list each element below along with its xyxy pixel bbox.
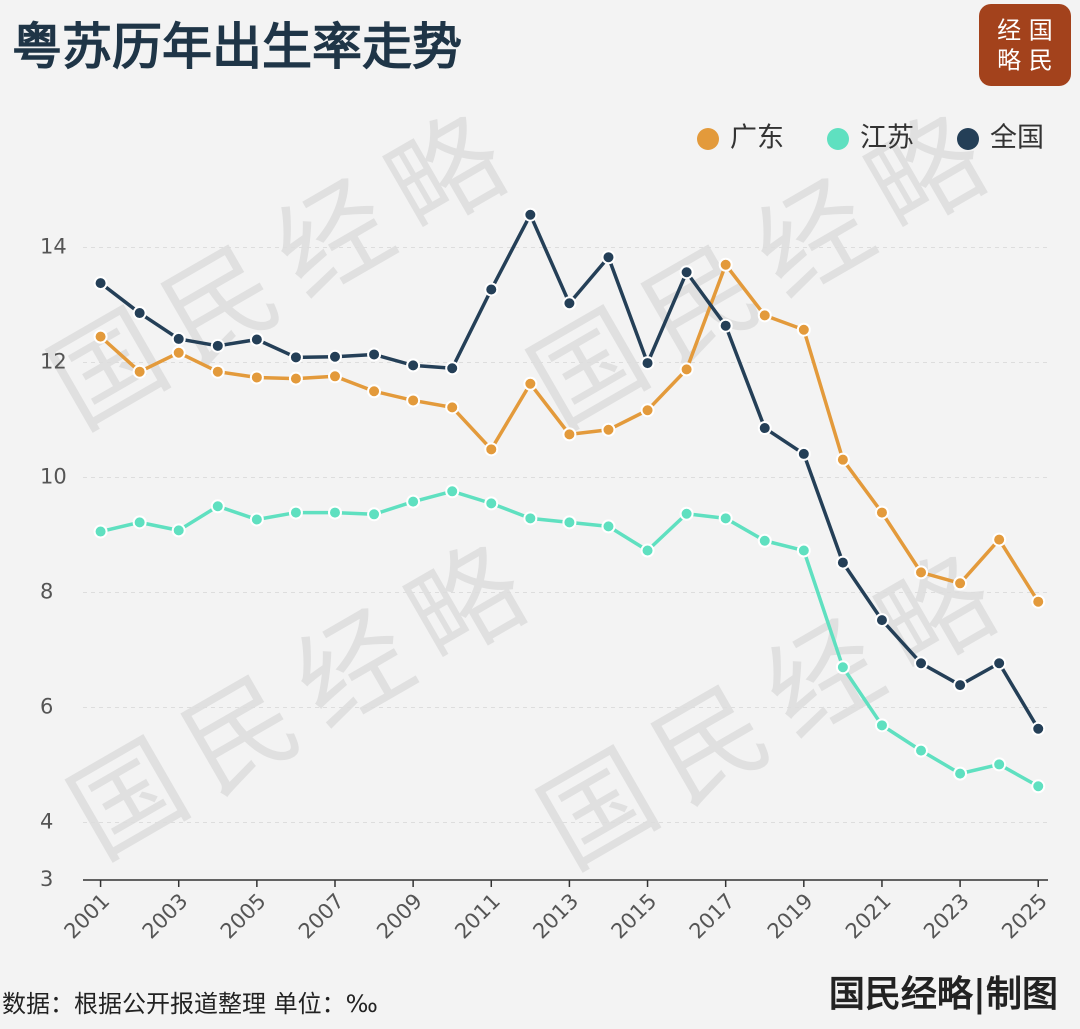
point	[367, 384, 382, 399]
point	[718, 318, 733, 333]
point	[171, 523, 186, 538]
y-tick-label: 10	[40, 465, 67, 489]
point	[874, 505, 889, 520]
point	[523, 511, 538, 526]
point	[327, 369, 342, 384]
point	[914, 743, 929, 758]
point	[953, 576, 968, 591]
point	[601, 422, 616, 437]
point	[406, 393, 421, 408]
y-tick-label: 4	[40, 810, 53, 834]
point	[640, 403, 655, 418]
point	[327, 505, 342, 520]
y-tick-label: 12	[40, 350, 67, 374]
point	[484, 496, 499, 511]
legend-marker	[827, 128, 849, 150]
logo-text: 经 国	[997, 17, 1053, 45]
point	[796, 322, 811, 337]
y-tick-label: 6	[40, 695, 53, 719]
point	[601, 250, 616, 265]
legend-label: 广东	[730, 123, 784, 154]
point	[914, 565, 929, 580]
point	[132, 515, 147, 530]
point	[132, 306, 147, 321]
point	[992, 532, 1007, 547]
point	[679, 265, 694, 280]
point	[171, 345, 186, 360]
y-tick-label: 14	[40, 235, 67, 259]
point	[445, 361, 460, 376]
point	[1031, 721, 1046, 736]
point	[914, 656, 929, 671]
point	[249, 512, 264, 527]
point	[367, 347, 382, 362]
point	[953, 678, 968, 693]
point	[523, 207, 538, 222]
legend-marker	[957, 128, 979, 150]
point	[406, 358, 421, 373]
point	[796, 543, 811, 558]
point	[796, 446, 811, 461]
point	[406, 494, 421, 509]
point	[93, 329, 108, 344]
point	[679, 362, 694, 377]
footer-source: 数据：根据公开报道整理 单位：‰	[2, 990, 378, 1018]
point	[288, 371, 303, 386]
point	[93, 276, 108, 291]
point	[874, 613, 889, 628]
point	[210, 338, 225, 353]
point	[249, 332, 264, 347]
point	[718, 257, 733, 272]
point	[93, 524, 108, 539]
y-tick-label: 8	[40, 580, 53, 604]
point	[757, 421, 772, 436]
point	[210, 364, 225, 379]
point	[562, 427, 577, 442]
legend-marker	[697, 128, 719, 150]
point	[679, 506, 694, 521]
legend-label: 全国	[990, 123, 1044, 154]
point	[640, 543, 655, 558]
point	[171, 331, 186, 346]
point	[484, 442, 499, 457]
point	[1031, 779, 1046, 794]
point	[288, 505, 303, 520]
point	[249, 370, 264, 385]
point	[992, 757, 1007, 772]
point	[210, 499, 225, 514]
footer-credit: 国民经略|制图	[829, 973, 1058, 1015]
point	[523, 376, 538, 391]
point	[367, 507, 382, 522]
point	[562, 296, 577, 311]
point	[132, 364, 147, 379]
point	[757, 533, 772, 548]
point	[992, 656, 1007, 671]
point	[835, 452, 850, 467]
point	[640, 356, 655, 371]
point	[288, 350, 303, 365]
legend-label: 江苏	[860, 123, 914, 154]
point	[835, 555, 850, 570]
logo	[979, 4, 1071, 86]
y-tick-label: 3	[40, 867, 53, 891]
point	[1031, 594, 1046, 609]
point	[562, 515, 577, 530]
point	[953, 766, 968, 781]
point	[757, 308, 772, 323]
logo-text: 略 民	[997, 47, 1053, 75]
point	[484, 282, 499, 297]
point	[718, 511, 733, 526]
point	[874, 718, 889, 733]
chart-title: 粤苏历年出生率走势	[12, 18, 462, 76]
point	[835, 660, 850, 675]
point	[445, 484, 460, 499]
point	[445, 400, 460, 415]
point	[327, 349, 342, 364]
point	[601, 519, 616, 534]
